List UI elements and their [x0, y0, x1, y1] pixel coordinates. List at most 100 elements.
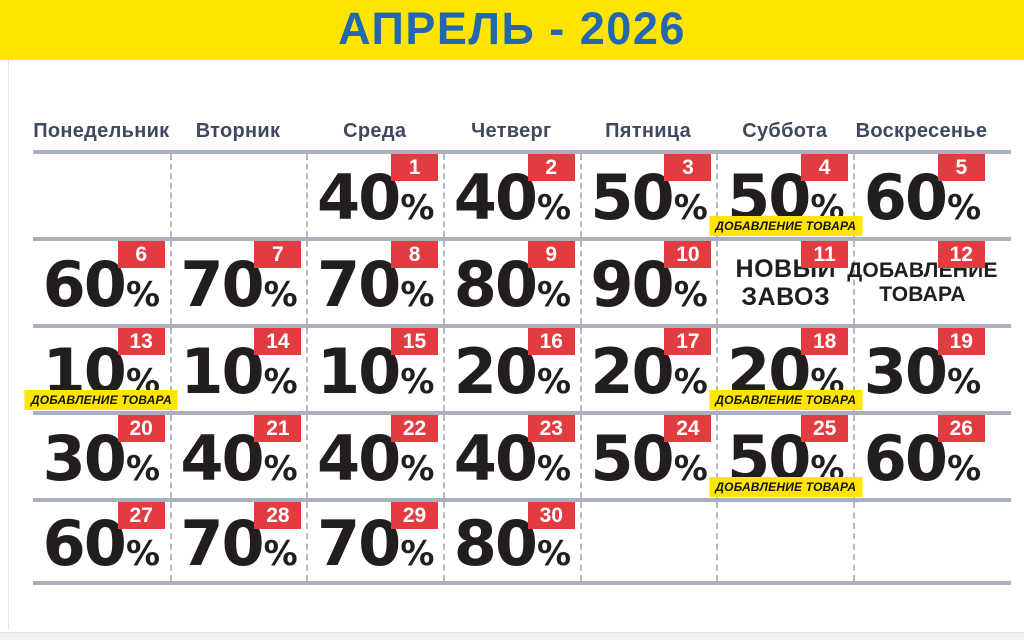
day-number-badge: 2: [527, 154, 575, 181]
day-number-badge: 22: [391, 415, 439, 442]
discount-percent: 60%: [42, 247, 161, 321]
percent-sign: %: [125, 274, 161, 315]
calendar-week-row: 20 30% 21 40% 22 40% 23 40% 24 50% 25 50% ДОБАВЛЕНИЕ…: [33, 411, 1011, 498]
discount-percent: 20%: [453, 334, 572, 408]
calendar-cell: 19 30%: [853, 328, 990, 411]
percent-sign: %: [537, 448, 572, 489]
calendar-cell: 20 30%: [33, 415, 170, 498]
day-number-badge: 21: [254, 415, 302, 442]
calendar-cell: 12 ДОБАВЛЕНИЕ ТОВАРА: [847, 241, 997, 324]
product-addition-label: ДОБАВЛЕНИЕ ТОВАРА: [24, 390, 178, 410]
calendar-cell: 16 20%: [443, 328, 580, 411]
calendar-cell-empty: [853, 502, 990, 581]
calendar-cell: 27 60%: [33, 502, 170, 581]
calendar-cell: 5 60%: [853, 154, 990, 237]
weekday-cell-thursday: Четверг: [443, 120, 580, 143]
day-number-badge: 5: [937, 154, 985, 181]
day-number-badge: 4: [801, 154, 849, 181]
discount-percent: 70%: [180, 247, 298, 321]
calendar-cell: 15 10%: [306, 328, 443, 411]
page-title: АПРЕЛЬ - 2026: [338, 3, 686, 54]
calendar-cell: 18 20% ДОБАВЛЕНИЕ ТОВАРА: [709, 328, 863, 411]
percent-sign: %: [400, 361, 435, 402]
calendar-cell: 8 70%: [306, 241, 443, 324]
percent-sign: %: [947, 361, 982, 402]
discount-percent: 80%: [453, 506, 572, 580]
percent-sign: %: [125, 448, 161, 489]
weekday-label: Четверг: [471, 120, 552, 142]
weekday-cell-monday: Понедельник: [33, 120, 170, 143]
day-number-badge: 1: [391, 154, 439, 181]
weekday-label: Пятница: [605, 120, 692, 142]
discount-percent: 20%: [590, 334, 708, 408]
weekday-header-row: Понедельник Вторник Среда Четверг Пятниц…: [33, 60, 990, 150]
percent-sign: %: [263, 533, 298, 574]
title-banner: АПРЕЛЬ - 2026: [0, 0, 1024, 60]
percent-sign: %: [947, 448, 982, 489]
day-number-badge: 14: [254, 328, 302, 355]
calendar-cell: 23 40%: [443, 415, 580, 498]
day-number-badge: 9: [527, 241, 575, 268]
percent-sign: %: [400, 448, 435, 489]
calendar-cell: 13 10% ДОБАВЛЕНИЕ ТОВАРА: [24, 328, 178, 411]
day-number-badge: 20: [117, 415, 165, 442]
calendar-cell: 21 40%: [169, 415, 307, 498]
calendar-cell: 7 70%: [169, 241, 307, 324]
day-number-badge: 24: [664, 415, 712, 442]
discount-percent: 40%: [317, 421, 435, 495]
discount-percent: 10%: [317, 334, 435, 408]
calendar-cell: 26 60%: [853, 415, 990, 498]
discount-percent: 80%: [453, 247, 572, 321]
day-number-badge: 10: [664, 241, 712, 268]
discount-percent: 40%: [180, 421, 298, 495]
calendar-cell-empty: [716, 502, 853, 581]
weekday-cell-friday: Пятница: [580, 120, 717, 143]
discount-percent: 50%: [590, 421, 708, 495]
day-number-badge: 15: [391, 328, 439, 355]
percent-sign: %: [125, 533, 161, 574]
weekday-label: Суббота: [742, 120, 828, 142]
calendar-cell-empty: [579, 502, 717, 581]
day-number-badge: 17: [664, 328, 712, 355]
product-addition-label: ДОБАВЛЕНИЕ ТОВАРА: [709, 216, 863, 236]
day-number-badge: 28: [254, 502, 302, 529]
day-number-badge: 6: [117, 241, 165, 268]
weekday-cell-wednesday: Среда: [306, 120, 443, 143]
discount-percent: 70%: [317, 506, 435, 580]
day-number-badge: 23: [527, 415, 575, 442]
discount-percent: 60%: [863, 421, 982, 495]
day-number-badge: 30: [527, 502, 575, 529]
left-border-line: [8, 60, 9, 630]
discount-percent: 30%: [863, 334, 982, 408]
weekday-label: Вторник: [195, 120, 281, 142]
weekday-label: Воскресенье: [855, 120, 988, 142]
percent-sign: %: [400, 533, 435, 574]
day-number-badge: 7: [254, 241, 302, 268]
calendar-cell-empty: [33, 154, 170, 237]
weekday-label: Среда: [343, 120, 407, 142]
weekday-cell-saturday: Суббота: [716, 120, 853, 143]
weekday-label: Понедельник: [33, 120, 170, 142]
calendar-week-row: 6 60% 7 70% 8 70% 9 80% 10 90% 11 НОВЫЙ ЗАВОЗ 12 ДОБАВ…: [33, 237, 1011, 324]
weekday-cell-sunday: Воскресенье: [853, 120, 990, 143]
percent-sign: %: [537, 187, 572, 228]
calendar-cell: 25 50% ДОБАВЛЕНИЕ ТОВАРА: [709, 415, 863, 498]
day-number-badge: 18: [801, 328, 849, 355]
percent-sign: %: [537, 274, 572, 315]
calendar-week-row: 27 60% 28 70% 29 70% 30 80%: [33, 498, 1011, 585]
discount-percent: 40%: [453, 421, 572, 495]
day-number-badge: 13: [117, 328, 165, 355]
day-number-badge: 25: [801, 415, 849, 442]
percent-sign: %: [673, 274, 708, 315]
day-number-badge: 16: [527, 328, 575, 355]
day-number-badge: 8: [391, 241, 439, 268]
percent-sign: %: [263, 274, 298, 315]
calendar-cell: 9 80%: [443, 241, 580, 324]
discount-percent: 40%: [317, 160, 435, 234]
day-number-badge: 3: [664, 154, 712, 181]
calendar-week-row: 13 10% ДОБАВЛЕНИЕ ТОВАРА 14 10% 15 10% 16 20% 17 2…: [24, 324, 1011, 411]
calendar-cell: 22 40%: [306, 415, 443, 498]
discount-percent: 30%: [42, 421, 161, 495]
special-text: НОВЫЙ ЗАВОЗ: [735, 254, 837, 311]
calendar-cell: 11 НОВЫЙ ЗАВОЗ: [716, 241, 853, 324]
